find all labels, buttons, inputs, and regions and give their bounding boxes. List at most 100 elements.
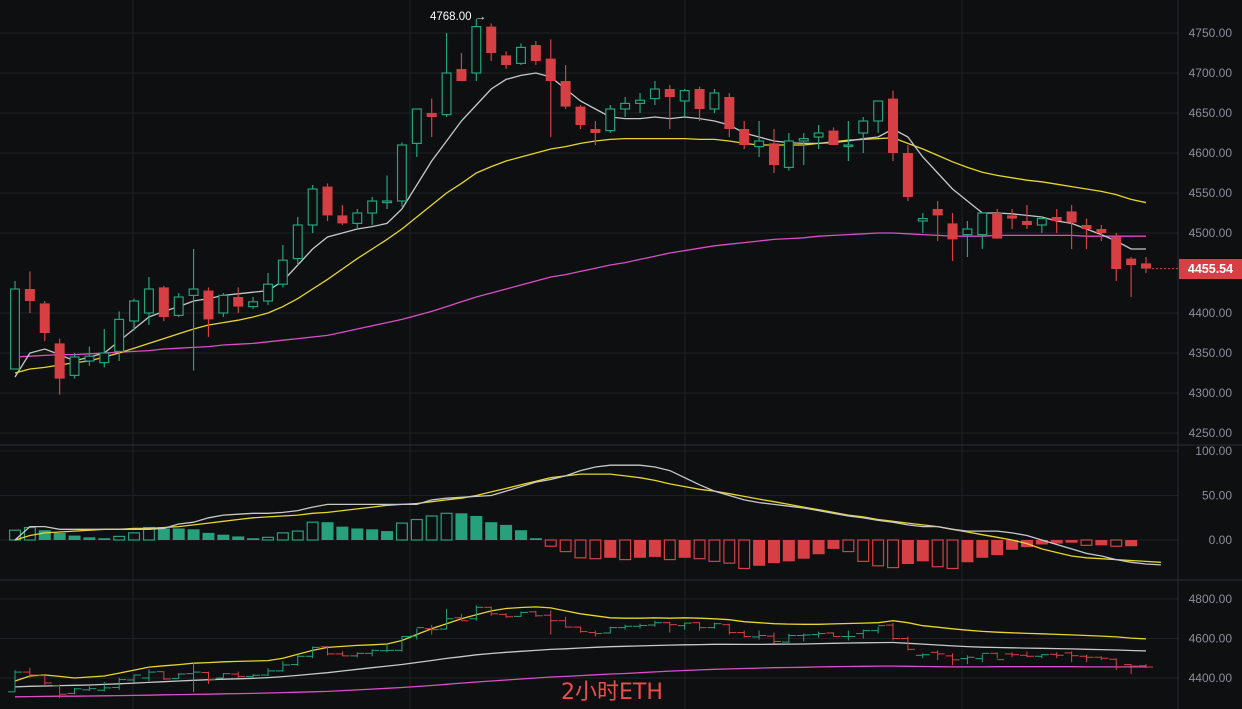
candle-down: [233, 297, 244, 307]
high-price-marker: 4768.00 →: [430, 11, 487, 23]
candle-up: [352, 212, 363, 224]
price-axis[interactable]: 4750.00 4700.00 4650.00 4600.00 4550.00 4500.…: [1189, 26, 1233, 685]
candle-up: [962, 228, 973, 236]
arrow-right-icon: →: [474, 11, 487, 23]
svg-text:50.00: 50.00: [1202, 489, 1232, 503]
candle-up: [873, 100, 884, 122]
candle-up: [620, 102, 631, 110]
candle-down: [501, 55, 512, 65]
candle-down: [664, 89, 675, 97]
candle-down: [203, 290, 214, 320]
svg-text:4350.00: 4350.00: [1189, 346, 1233, 360]
candle-down: [1021, 221, 1032, 225]
candle-down: [992, 213, 1003, 239]
candle-up: [798, 138, 809, 142]
candle-up: [917, 218, 928, 222]
svg-text:4500.00: 4500.00: [1189, 226, 1233, 240]
candle-up: [114, 318, 125, 352]
band-middle-line: [14, 641, 1147, 688]
candle-up: [783, 140, 794, 168]
band-lower-line: [14, 665, 1146, 698]
candle-up: [411, 108, 422, 145]
candle-down: [768, 143, 779, 165]
candle-up: [143, 288, 154, 314]
candle-up: [649, 88, 660, 100]
candle-up: [69, 356, 80, 376]
candle-down: [426, 113, 437, 117]
candle-up: [10, 288, 21, 370]
svg-text:4250.00: 4250.00: [1189, 426, 1233, 440]
candle-down: [1111, 237, 1122, 269]
candle-down: [545, 58, 556, 81]
candle-down: [1141, 263, 1151, 269]
candle-up: [173, 296, 184, 316]
candle-up: [635, 99, 646, 104]
candle-down: [902, 153, 913, 197]
candle-up: [515, 46, 526, 65]
candle-up: [262, 283, 273, 302]
svg-text:4600.00: 4600.00: [1189, 146, 1233, 160]
candle-down: [54, 343, 65, 379]
candle-up: [307, 188, 318, 226]
candle-up: [1036, 218, 1047, 226]
candle-up: [292, 224, 303, 260]
ma-slow-line: [14, 232, 1146, 358]
candle-up: [99, 352, 110, 364]
candle-down: [456, 69, 467, 81]
current-price-tag: 4455.54: [1179, 259, 1242, 279]
band-upper-line: [14, 606, 1147, 682]
candle-up: [754, 140, 765, 148]
candle-down: [158, 287, 169, 317]
candle-up: [218, 294, 229, 314]
oscillator-panel: [9, 464, 1161, 570]
candle-down: [888, 98, 899, 153]
candle-down: [24, 289, 35, 301]
candle-down: [1096, 229, 1107, 233]
lower-panel: [8, 605, 1153, 699]
candle-up: [858, 120, 869, 134]
candle-down: [1066, 211, 1077, 223]
candle-down: [1126, 258, 1137, 265]
candle-down: [1081, 225, 1092, 229]
svg-text:4650.00: 4650.00: [1189, 106, 1233, 120]
svg-text:4400.00: 4400.00: [1189, 671, 1233, 685]
candle-down: [486, 26, 497, 53]
candle-down: [322, 186, 333, 216]
candle-up: [129, 300, 140, 322]
ma-mid-line: [14, 137, 1147, 374]
candle-up: [441, 72, 452, 116]
chart-watermark: 2小时ETH: [561, 680, 663, 705]
osc-signal-line: [14, 473, 1161, 563]
candle-down: [39, 303, 50, 333]
candle-down: [575, 106, 586, 125]
candle-up: [277, 259, 288, 285]
svg-text:4550.00: 4550.00: [1189, 186, 1233, 200]
candle-down: [590, 129, 601, 133]
candle-down: [1007, 215, 1018, 219]
candle-up: [471, 26, 482, 74]
svg-text:4400.00: 4400.00: [1189, 306, 1233, 320]
svg-text:4300.00: 4300.00: [1189, 386, 1233, 400]
svg-text:100.00: 100.00: [1195, 444, 1232, 458]
svg-text:4800.00: 4800.00: [1189, 592, 1233, 606]
candle-up: [709, 92, 720, 110]
svg-text:0.00: 0.00: [1209, 533, 1233, 547]
candle-down: [739, 129, 750, 145]
candle-down: [337, 215, 348, 224]
candle-up: [679, 89, 690, 102]
candle-up: [843, 144, 854, 148]
candle-down: [724, 97, 735, 129]
candle-down: [1051, 217, 1062, 221]
candle-down: [530, 45, 541, 61]
candle-down: [560, 81, 571, 107]
candlesticks: [10, 18, 1151, 395]
svg-text:4750.00: 4750.00: [1189, 26, 1233, 40]
candle-up: [248, 301, 259, 308]
candle-up: [977, 212, 988, 236]
candle-down: [828, 130, 839, 145]
candle-up: [367, 200, 378, 214]
candle-down: [947, 223, 958, 240]
candle-up: [382, 200, 393, 204]
